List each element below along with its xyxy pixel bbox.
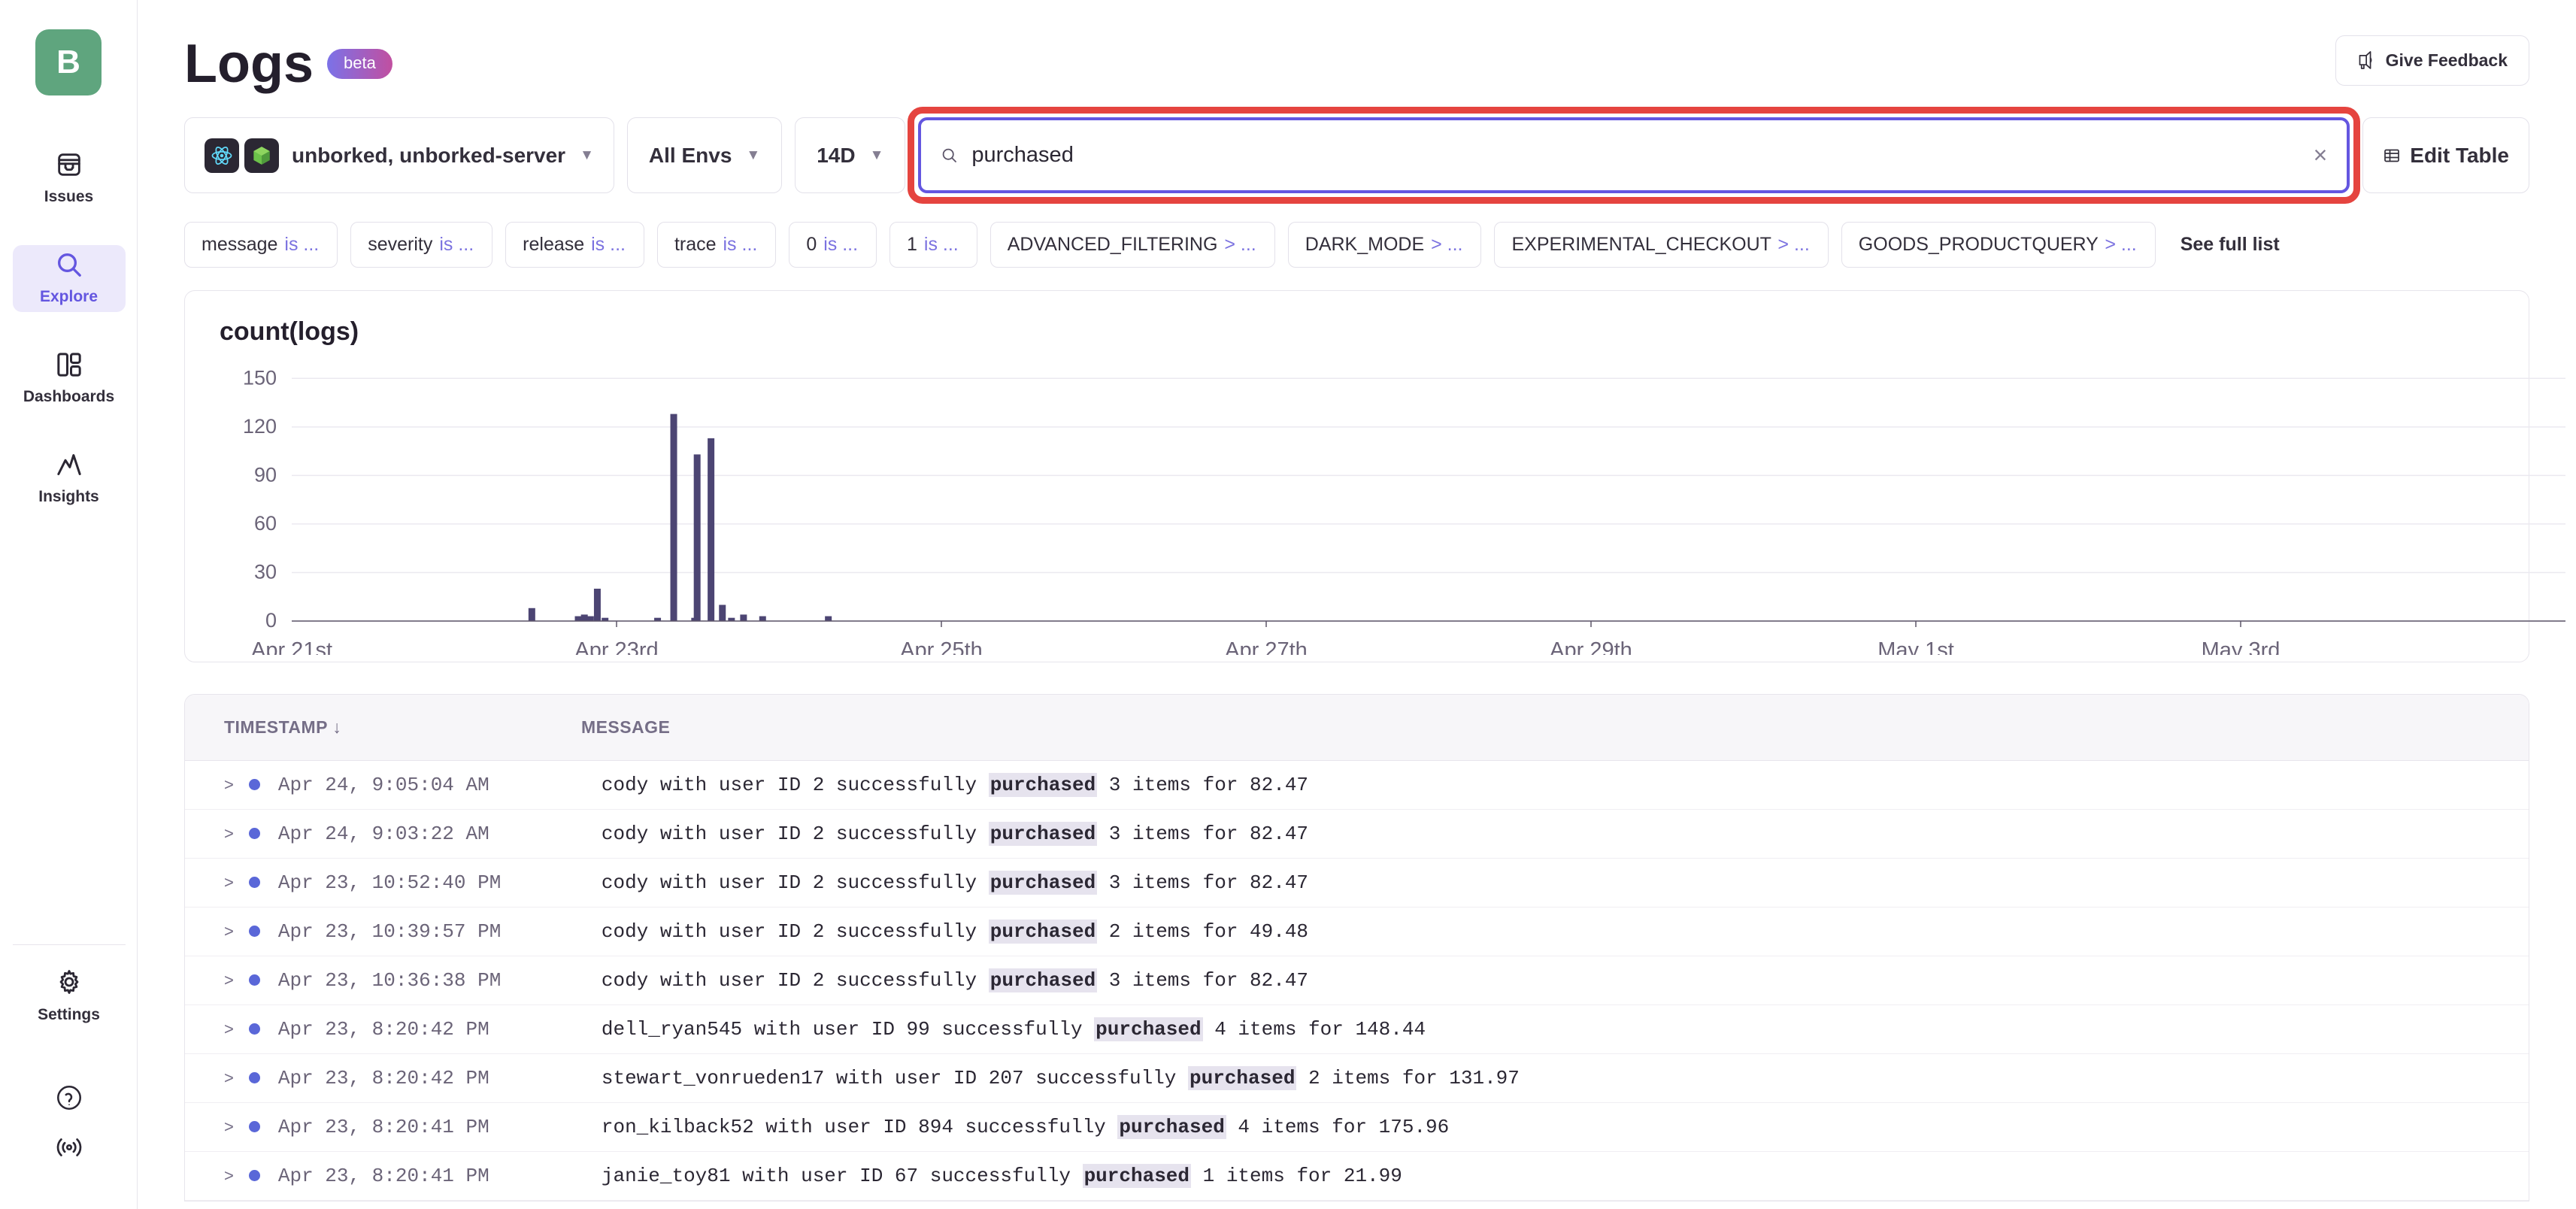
svg-text:May 3rd: May 3rd bbox=[2202, 638, 2281, 655]
svg-text:Apr 29th: Apr 29th bbox=[1550, 638, 1632, 655]
svg-text:30: 30 bbox=[254, 560, 277, 583]
svg-text:Apr 25th: Apr 25th bbox=[900, 638, 983, 655]
svg-text:60: 60 bbox=[254, 512, 277, 535]
svg-text:May 1st: May 1st bbox=[1877, 638, 1954, 655]
svg-text:Apr 27th: Apr 27th bbox=[1225, 638, 1308, 655]
svg-text:90: 90 bbox=[254, 463, 277, 486]
svg-text:0: 0 bbox=[265, 609, 277, 632]
svg-text:120: 120 bbox=[243, 415, 277, 438]
svg-text:150: 150 bbox=[243, 366, 277, 389]
svg-text:Apr 21st: Apr 21st bbox=[251, 638, 332, 655]
svg-text:Apr 23rd: Apr 23rd bbox=[574, 638, 658, 655]
